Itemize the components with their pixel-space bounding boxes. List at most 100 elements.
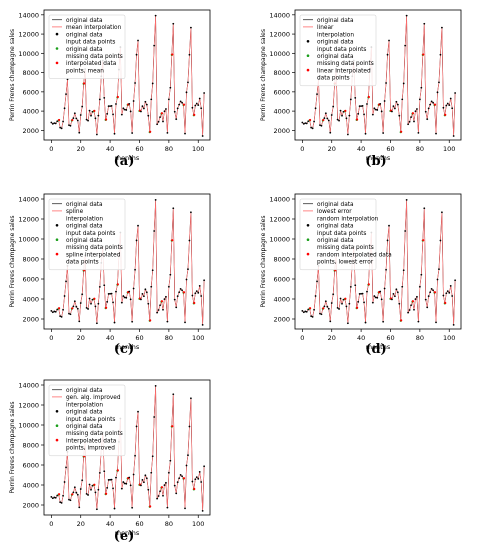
input-data-point bbox=[50, 495, 53, 498]
x-tick-label: 80 bbox=[416, 145, 424, 153]
legend-entry: missing data points bbox=[66, 245, 123, 251]
legend-entry: missing data points bbox=[317, 245, 374, 251]
input-data-point bbox=[120, 113, 123, 116]
input-data-point bbox=[73, 112, 76, 115]
input-data-point bbox=[131, 320, 134, 323]
input-data-point bbox=[449, 284, 452, 287]
legend-entry: spline bbox=[66, 209, 84, 215]
y-tick-label: 2000 bbox=[273, 316, 290, 324]
legend-entry: data points bbox=[66, 260, 99, 266]
input-data-point bbox=[122, 107, 125, 110]
input-data-point bbox=[401, 285, 404, 288]
input-data-point bbox=[430, 100, 433, 103]
legend-box bbox=[299, 198, 377, 271]
input-data-point bbox=[94, 305, 97, 308]
legend-entry: original data bbox=[66, 18, 103, 24]
input-data-point bbox=[135, 239, 138, 242]
y-tick-label: 8000 bbox=[22, 256, 39, 264]
input-data-point bbox=[408, 120, 411, 123]
input-data-point bbox=[85, 118, 88, 121]
input-data-point bbox=[140, 110, 142, 113]
input-data-point bbox=[417, 320, 420, 323]
input-data-point bbox=[339, 297, 342, 300]
input-data-point bbox=[360, 105, 363, 108]
input-data-point bbox=[430, 288, 433, 290]
input-data-point bbox=[147, 488, 150, 491]
input-data-point bbox=[142, 295, 145, 298]
x-tick-label: 20 bbox=[328, 334, 336, 342]
input-data-point bbox=[360, 292, 363, 295]
input-data-point bbox=[176, 295, 179, 298]
chart-panel: 2000 4000 6000 8000 10000 12000 14000 0 20 40 60 80… bbox=[9, 9, 211, 169]
interpolated-data-point bbox=[322, 307, 325, 310]
input-data-point bbox=[135, 53, 138, 56]
input-data-point bbox=[346, 133, 349, 136]
input-data-point bbox=[436, 91, 439, 94]
input-data-point bbox=[197, 477, 200, 480]
input-data-point bbox=[442, 106, 445, 109]
input-data-point bbox=[165, 108, 167, 110]
input-data-point bbox=[305, 122, 308, 125]
input-data-point bbox=[185, 464, 188, 467]
input-data-point bbox=[59, 501, 62, 504]
input-data-point bbox=[326, 117, 329, 120]
input-data-point bbox=[195, 476, 198, 479]
legend-entry: points, mean bbox=[66, 68, 104, 74]
x-tick-label: 20 bbox=[77, 334, 85, 342]
input-data-point bbox=[404, 44, 407, 47]
legend-entry: interpolated data bbox=[66, 438, 117, 444]
y-axis-label: Perrin Freres champagne sales bbox=[260, 29, 267, 121]
input-data-point bbox=[153, 416, 156, 418]
input-data-point bbox=[113, 132, 116, 135]
input-data-point bbox=[54, 122, 57, 125]
x-axis-label: months bbox=[366, 154, 391, 162]
legend-entry: random interpolated data bbox=[317, 252, 392, 258]
input-data-point bbox=[366, 103, 368, 105]
legend-entry: missing data points bbox=[66, 54, 123, 60]
input-data-point bbox=[388, 39, 390, 42]
input-data-point bbox=[156, 311, 159, 314]
input-data-point bbox=[169, 273, 172, 276]
input-data-point bbox=[203, 92, 206, 94]
axes-frame bbox=[43, 379, 211, 516]
input-data-point bbox=[324, 112, 327, 115]
input-data-point bbox=[410, 304, 412, 307]
input-data-point bbox=[323, 117, 326, 120]
x-axis-label: months bbox=[366, 343, 391, 351]
legend-entry: original data bbox=[317, 40, 354, 46]
input-data-point bbox=[178, 291, 181, 294]
axes-frame bbox=[43, 9, 211, 141]
interpolated-data-point bbox=[344, 297, 347, 300]
interpolated-data-point bbox=[71, 307, 74, 310]
input-data-point bbox=[386, 53, 389, 56]
interpolated-data-point bbox=[367, 283, 370, 286]
input-data-point bbox=[178, 477, 181, 480]
interpolated-data-point bbox=[422, 239, 425, 242]
input-data-point bbox=[330, 114, 333, 116]
input-data-point bbox=[357, 112, 360, 115]
input-data-point bbox=[332, 293, 335, 296]
input-data-point bbox=[63, 295, 66, 297]
legend-entry: original data bbox=[317, 54, 354, 60]
legend-entry: linear bbox=[317, 25, 334, 31]
input-data-point bbox=[302, 122, 305, 125]
input-data-point bbox=[332, 105, 335, 108]
input-data-point bbox=[78, 506, 81, 509]
legend-entry: original data bbox=[66, 424, 103, 430]
input-data-point bbox=[154, 14, 157, 17]
input-data-point bbox=[167, 285, 170, 288]
input-data-point bbox=[185, 278, 188, 281]
y-tick-label: 4000 bbox=[22, 108, 39, 116]
input-data-point bbox=[326, 305, 329, 308]
input-data-point bbox=[442, 294, 445, 297]
input-data-point bbox=[94, 117, 97, 120]
interpolated-data-point bbox=[422, 53, 425, 56]
input-data-point bbox=[380, 110, 383, 113]
legend-marker bbox=[55, 32, 59, 36]
input-data-point bbox=[190, 26, 192, 29]
input-data-point bbox=[188, 53, 191, 56]
input-data-point bbox=[147, 302, 150, 305]
interpolated-data-point bbox=[433, 291, 437, 294]
